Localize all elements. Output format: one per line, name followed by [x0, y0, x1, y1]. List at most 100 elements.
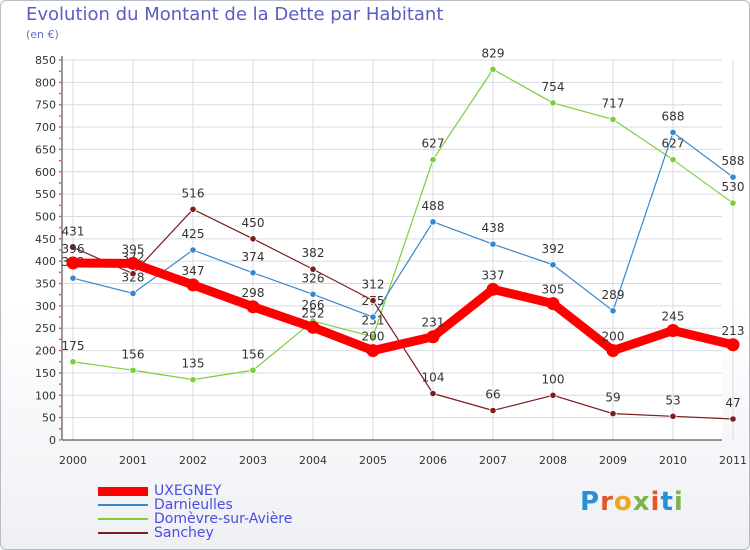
data-point-dom-vre-sur-avi-re [669, 156, 677, 164]
legend-swatch-sanchey [98, 532, 148, 534]
x-tick-label: 2004 [299, 454, 327, 467]
data-label-uxegney: 347 [182, 264, 205, 278]
legend-swatch-uxegney [98, 487, 148, 496]
y-minor-tick [59, 316, 61, 318]
series-line-dom-vre-sur-avi-re [72, 68, 734, 381]
y-tick-label: 650 [35, 143, 56, 156]
data-point-darnieulles [729, 173, 737, 181]
y-tick-label: 600 [35, 166, 56, 179]
data-label-darnieulles: 289 [602, 288, 625, 302]
y-tick-label: 250 [35, 322, 56, 335]
data-point-darnieulles [249, 269, 257, 277]
x-tick-label: 2002 [179, 454, 207, 467]
legend-swatch-domevre [98, 518, 148, 520]
data-label-dom-vre-sur-avi-re: 175 [62, 339, 85, 353]
y-tick-label: 300 [35, 300, 56, 313]
data-point-sanchey [129, 270, 137, 278]
data-point-sanchey [189, 205, 197, 213]
data-point-darnieulles [129, 289, 137, 297]
data-label-uxegney: 395 [122, 242, 145, 256]
y-tick-label: 450 [35, 233, 56, 246]
y-tick-label: 750 [35, 99, 56, 112]
data-point-darnieulles [669, 128, 677, 137]
x-tick-label: 2007 [479, 454, 507, 467]
data-label-sanchey: 59 [605, 391, 620, 405]
legend-label-darnieulles: Darnieulles [154, 497, 233, 513]
y-minor-tick [59, 170, 61, 173]
legend-item-sanchey: Sanchey [98, 525, 358, 541]
data-point-darnieulles [309, 290, 317, 298]
data-point-uxegney [486, 282, 500, 296]
data-label-sanchey: 47 [725, 396, 740, 410]
y-minor-tick [59, 293, 61, 296]
data-label-uxegney: 252 [302, 306, 325, 320]
data-label-dom-vre-sur-avi-re: 156 [122, 347, 145, 361]
chart-unit-label: (en €) [26, 28, 59, 41]
data-label-darnieulles: 374 [242, 250, 265, 264]
y-minor-tick [59, 439, 61, 441]
data-label-uxegney: 200 [602, 330, 625, 344]
data-label-darnieulles: 688 [662, 109, 685, 123]
x-tick-label: 2008 [539, 454, 567, 467]
x-tick-label: 2003 [239, 454, 267, 467]
chart-title: Evolution du Montant de la Dette par Hab… [26, 4, 444, 25]
legend-label-uxegney: UXEGNEY [154, 483, 222, 499]
series-line-darnieulles [72, 131, 734, 318]
data-point-sanchey [489, 406, 497, 415]
legend-label-sanchey: Sanchey [154, 525, 214, 541]
y-minor-tick [59, 81, 61, 84]
y-minor-tick [59, 338, 61, 341]
y-minor-tick [59, 226, 61, 229]
data-label-dom-vre-sur-avi-re: 135 [182, 357, 205, 371]
data-point-uxegney [366, 344, 380, 358]
data-label-sanchey: 100 [542, 372, 565, 386]
data-point-uxegney [126, 256, 140, 270]
data-point-sanchey [69, 243, 77, 251]
y-minor-tick [59, 92, 61, 95]
x-tick-label: 2010 [659, 454, 687, 467]
y-minor-tick [59, 148, 61, 151]
data-point-dom-vre-sur-avi-re [249, 366, 257, 374]
data-label-uxegney: 245 [662, 309, 685, 323]
data-point-uxegney [426, 330, 440, 344]
y-minor-tick [59, 237, 61, 240]
x-tick-label: 2001 [119, 454, 147, 467]
data-label-darnieulles: 438 [482, 221, 505, 235]
y-tick-label: 50 [42, 412, 56, 425]
data-label-uxegney: 305 [542, 283, 565, 297]
data-label-darnieulles: 588 [722, 154, 745, 168]
data-label-sanchey: 66 [485, 387, 500, 401]
y-tick-label: 150 [35, 367, 56, 380]
data-label-uxegney: 396 [62, 242, 85, 256]
plot-area [62, 60, 722, 440]
data-point-darnieulles [429, 218, 437, 226]
data-label-darnieulles: 326 [302, 271, 325, 285]
proxiti-logo: Proxiti [580, 487, 684, 517]
data-point-dom-vre-sur-avi-re [429, 156, 437, 164]
data-point-darnieulles [189, 246, 197, 254]
data-label-sanchey: 312 [362, 278, 385, 292]
x-tick-label: 2011 [719, 454, 747, 467]
data-point-dom-vre-sur-avi-re [369, 333, 377, 341]
data-label-sanchey: 53 [665, 393, 680, 407]
x-tick-label: 2000 [59, 454, 87, 467]
chart-legend: UXEGNEY Darnieulles Domèvre-sur-Avière S… [98, 483, 358, 541]
data-label-dom-vre-sur-avi-re: 829 [482, 46, 505, 60]
y-minor-tick [59, 182, 61, 184]
y-tick-label: 400 [35, 255, 56, 268]
data-label-dom-vre-sur-avi-re: 156 [242, 347, 265, 361]
y-minor-tick [59, 394, 61, 397]
y-minor-tick [59, 159, 61, 162]
data-label-sanchey: 104 [422, 371, 445, 385]
data-label-dom-vre-sur-avi-re: 717 [602, 96, 625, 110]
y-tick-label: 200 [35, 345, 56, 358]
y-minor-tick [59, 416, 61, 419]
data-point-sanchey [669, 412, 677, 420]
data-point-sanchey [609, 410, 617, 418]
data-label-uxegney: 298 [242, 286, 265, 300]
data-point-darnieulles [609, 307, 617, 315]
x-tick-label: 2005 [359, 454, 387, 467]
y-minor-tick [59, 126, 61, 128]
data-label-sanchey: 516 [182, 186, 205, 200]
legend-item-uxegney: UXEGNEY [98, 483, 358, 499]
